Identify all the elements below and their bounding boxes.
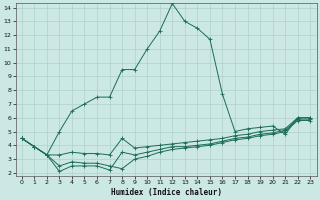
X-axis label: Humidex (Indice chaleur): Humidex (Indice chaleur)	[110, 188, 221, 197]
